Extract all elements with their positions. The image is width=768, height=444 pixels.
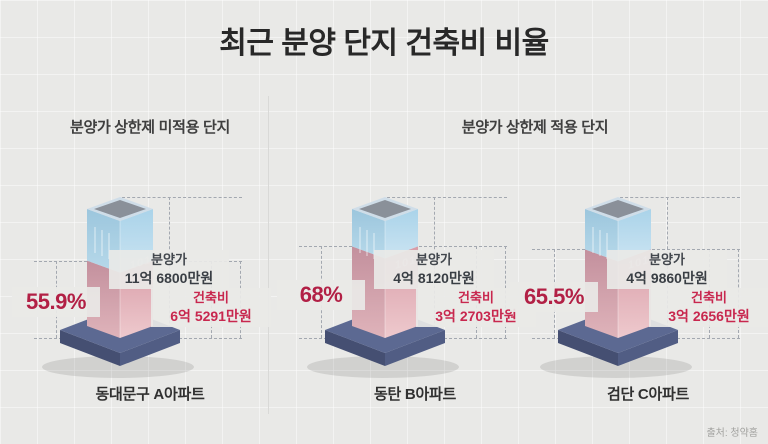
platform-left-face <box>60 330 120 366</box>
sale-price-right-face <box>618 209 651 262</box>
apartment-name: 검단 C아파트 <box>607 386 689 403</box>
sale-price-title: 분양가 <box>649 252 685 267</box>
sale-price-left-face <box>352 209 385 259</box>
apartment-name: 동대문구 A아파트 <box>95 386 205 403</box>
tower-shadow <box>540 356 692 378</box>
apartment-name: 동탄 B아파트 <box>374 386 456 403</box>
platform-right-face <box>120 330 180 366</box>
construction-cost-title: 건축비 <box>691 290 727 305</box>
cost-ratio-percent: 55.9% <box>12 287 100 318</box>
construction-cost-value: 6억 5291만원 <box>170 307 252 324</box>
section-divider <box>268 96 269 414</box>
sale-price-label: 분양가 4억 8120만원 <box>374 250 494 290</box>
sale-price-label: 분양가 11억 6800만원 <box>109 250 229 290</box>
roof-top <box>94 200 146 218</box>
section-header-no-price-cap: 분양가 상한제 미적용 단지 <box>69 119 231 136</box>
section-header-price-cap: 분양가 상한제 적용 단지 <box>461 119 609 136</box>
construction-cost-label: 건축비 6억 5291만원 <box>151 288 271 328</box>
dashed-line-tower-top <box>122 197 242 198</box>
sale-price-title: 분양가 <box>416 252 452 267</box>
sale-price-value: 11억 6800만원 <box>124 269 214 286</box>
construction-cost-value: 3억 2656만원 <box>668 307 750 324</box>
platform-left-face <box>325 330 385 366</box>
sale-price-label: 분양가 4억 9860만원 <box>607 250 727 290</box>
dashed-line-tower-top <box>387 197 507 198</box>
construction-cost-label: 건축비 3억 2656만원 <box>649 288 768 328</box>
platform-right-face <box>385 330 445 366</box>
cost-ratio-percent: 68% <box>277 280 365 311</box>
construction-cost-title: 건축비 <box>193 290 229 305</box>
roof-top <box>359 200 411 218</box>
tower-shadow <box>42 356 194 378</box>
dashed-line-tower-top <box>620 197 740 198</box>
chart-apartment-b: 101 68% 분양가 4억 8120만원 건축비 3억 2703만원 동탄 B… <box>275 150 536 444</box>
platform-left-face <box>558 330 618 366</box>
sale-price-value: 4억 9860만원 <box>626 269 708 286</box>
roof-top <box>592 200 644 218</box>
chart-apartment-c: 101 65.5% 분양가 4억 9860만원 건축비 3억 2656만원 검단… <box>508 150 768 444</box>
platform-right-face <box>618 330 678 366</box>
construction-cost-value: 3억 2703만원 <box>435 307 517 324</box>
sale-price-right-face <box>385 209 418 259</box>
cost-ratio-percent: 65.5% <box>510 281 598 312</box>
tower-shadow <box>307 356 459 378</box>
chart-apartment-a: 101 55.9% 분양가 11억 6800만원 건축비 6억 5291만원 동… <box>10 150 271 444</box>
sale-price-title: 분양가 <box>151 252 187 267</box>
page-title: 최근 분양 단지 건축비 비율 <box>219 27 549 60</box>
sale-price-value: 4억 8120만원 <box>393 269 475 286</box>
sale-price-left-face <box>585 209 618 262</box>
source-credit: 출처: 청약홈 <box>706 428 758 439</box>
apartment-tower-graphic: 101 <box>540 197 692 378</box>
construction-cost-title: 건축비 <box>458 290 494 305</box>
